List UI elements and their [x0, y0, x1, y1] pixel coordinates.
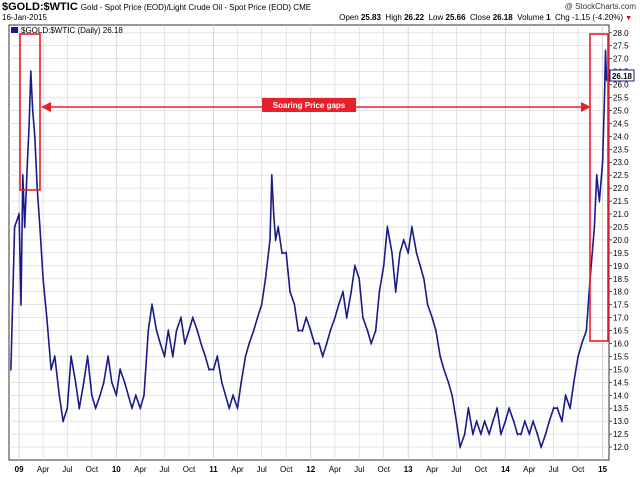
x-tick-label: Apr: [231, 465, 244, 474]
arrow-left-icon: [41, 102, 51, 112]
x-tick-label: Apr: [329, 465, 342, 474]
y-tick-label: 18.0: [613, 288, 629, 297]
y-tick-label: 25.5: [613, 94, 629, 103]
y-tick-label: 17.0: [613, 314, 629, 323]
x-tick-label: 09: [15, 465, 24, 474]
y-tick-label: 14.5: [613, 378, 629, 387]
legend-label: $GOLD:$WTIC (Daily) 26.18: [21, 26, 123, 35]
x-tick-label: 12: [306, 465, 315, 474]
x-tick-label: 10: [112, 465, 121, 474]
open-label: Open: [339, 13, 359, 22]
y-tick-label: 21.5: [613, 197, 629, 206]
chart-header: $GOLD:$WTIC Gold - Spot Price (EOD)/Light…: [0, 0, 640, 24]
x-tick-label: Oct: [475, 465, 488, 474]
y-tick-label: 13.5: [613, 404, 629, 413]
x-tick-label: Oct: [572, 465, 585, 474]
x-tick-label: Oct: [280, 465, 293, 474]
y-tick-label: 19.0: [613, 262, 629, 271]
series-line: [10, 50, 608, 448]
y-tick-label: 28.0: [613, 29, 629, 38]
open-value: 25.83: [360, 13, 381, 22]
change-value: -1.15 (-4.20%): [571, 13, 624, 22]
x-tick-label: Oct: [86, 465, 99, 474]
chart-title: $GOLD:$WTIC Gold - Spot Price (EOD)/Light…: [2, 1, 311, 13]
y-tick-label: 23.5: [613, 145, 629, 154]
low-value: 25.66: [445, 13, 466, 22]
high-label: High: [385, 13, 402, 22]
y-tick-label: 26.0: [613, 81, 629, 90]
volume-value: 1: [546, 13, 551, 22]
low-label: Low: [428, 13, 444, 22]
chart-legend: $GOLD:$WTIC (Daily) 26.18: [11, 26, 123, 35]
y-tick-label: 22.5: [613, 171, 629, 180]
x-tick-label: 13: [404, 465, 413, 474]
symbol-description: Gold - Spot Price (EOD)/Light Crude Oil …: [80, 3, 312, 12]
x-tick-label: Apr: [134, 465, 147, 474]
annotation-label-box: [262, 98, 356, 112]
y-tick-label: 15.0: [613, 365, 629, 374]
y-tick-label: 14.0: [613, 391, 629, 400]
x-tick-label: Oct: [377, 465, 390, 474]
x-tick-label: Oct: [183, 465, 196, 474]
x-tick-label: Jul: [159, 465, 169, 474]
change-label: Chg: [555, 13, 570, 22]
x-tick-label: Apr: [523, 465, 536, 474]
y-tick-label: 21.0: [613, 210, 629, 219]
y-tick-label: 20.5: [613, 223, 629, 232]
last-price-marker: 26.18: [609, 69, 635, 82]
y-tick-label: 13.0: [613, 417, 629, 426]
quote-summary: Open 25.83 High 26.22 Low 25.66 Close 26…: [339, 13, 632, 22]
annotation-label: Soaring Price gaps: [273, 101, 346, 110]
y-tick-label: 16.5: [613, 327, 629, 336]
x-tick-label: Jul: [62, 465, 72, 474]
x-tick-label: Apr: [426, 465, 439, 474]
x-tick-label: 15: [598, 465, 607, 474]
y-tick-label: 16.0: [613, 339, 629, 348]
y-tick-label: 12.0: [613, 443, 629, 452]
down-triangle-icon: ▼: [625, 15, 632, 22]
stockcharts-credit: @ StockCharts.com: [564, 2, 636, 11]
y-tick-label: 24.0: [613, 132, 629, 141]
y-axis-ticks: 28.027.527.026.526.025.525.024.524.023.5…: [609, 29, 629, 452]
x-tick-label: 11: [209, 465, 218, 474]
high-value: 26.22: [404, 13, 425, 22]
volume-label: Volume: [517, 13, 544, 22]
close-label: Close: [470, 13, 491, 22]
arrow-right-icon: [581, 102, 591, 112]
y-tick-label: 12.5: [613, 430, 629, 439]
y-tick-label: 15.5: [613, 352, 629, 361]
x-tick-label: Jul: [354, 465, 364, 474]
y-tick-label: 18.5: [613, 275, 629, 284]
gap-box-right: [589, 33, 609, 342]
y-tick-label: 20.0: [613, 236, 629, 245]
x-tick-label: Jul: [257, 465, 267, 474]
gap-box-left: [19, 33, 41, 191]
y-tick-label: 27.0: [613, 55, 629, 64]
price-series: [10, 49, 608, 449]
legend-swatch: [11, 27, 18, 33]
y-tick-label: 27.5: [613, 42, 629, 51]
y-tick-label: 25.0: [613, 106, 629, 115]
y-tick-label: 17.5: [613, 301, 629, 310]
y-tick-label: 22.0: [613, 184, 629, 193]
x-gridlines: [18, 25, 604, 460]
x-tick-label: Jul: [451, 465, 461, 474]
last-price-label: 26.18: [612, 72, 633, 81]
close-value: 26.18: [492, 13, 513, 22]
x-tick-label: Jul: [548, 465, 558, 474]
y-tick-label: 19.5: [613, 249, 629, 258]
x-tick-label: 14: [501, 465, 510, 474]
plot-frame: [8, 24, 610, 461]
x-axis-ticks: 09 Apr Jul Oct 10 Apr Jul Oct 11 Apr Jul Oct 12 Apr Ju…: [15, 465, 608, 474]
last-price-box: [609, 69, 635, 82]
y-tick-label: 24.5: [613, 119, 629, 128]
x-tick-label: Apr: [37, 465, 50, 474]
chart-date: 16-Jan-2015: [2, 13, 47, 22]
price-gap-annotation: Soaring Price gaps: [19, 33, 609, 342]
symbol: $GOLD:$WTIC: [2, 1, 78, 13]
y-tick-label: 23.0: [613, 158, 629, 167]
